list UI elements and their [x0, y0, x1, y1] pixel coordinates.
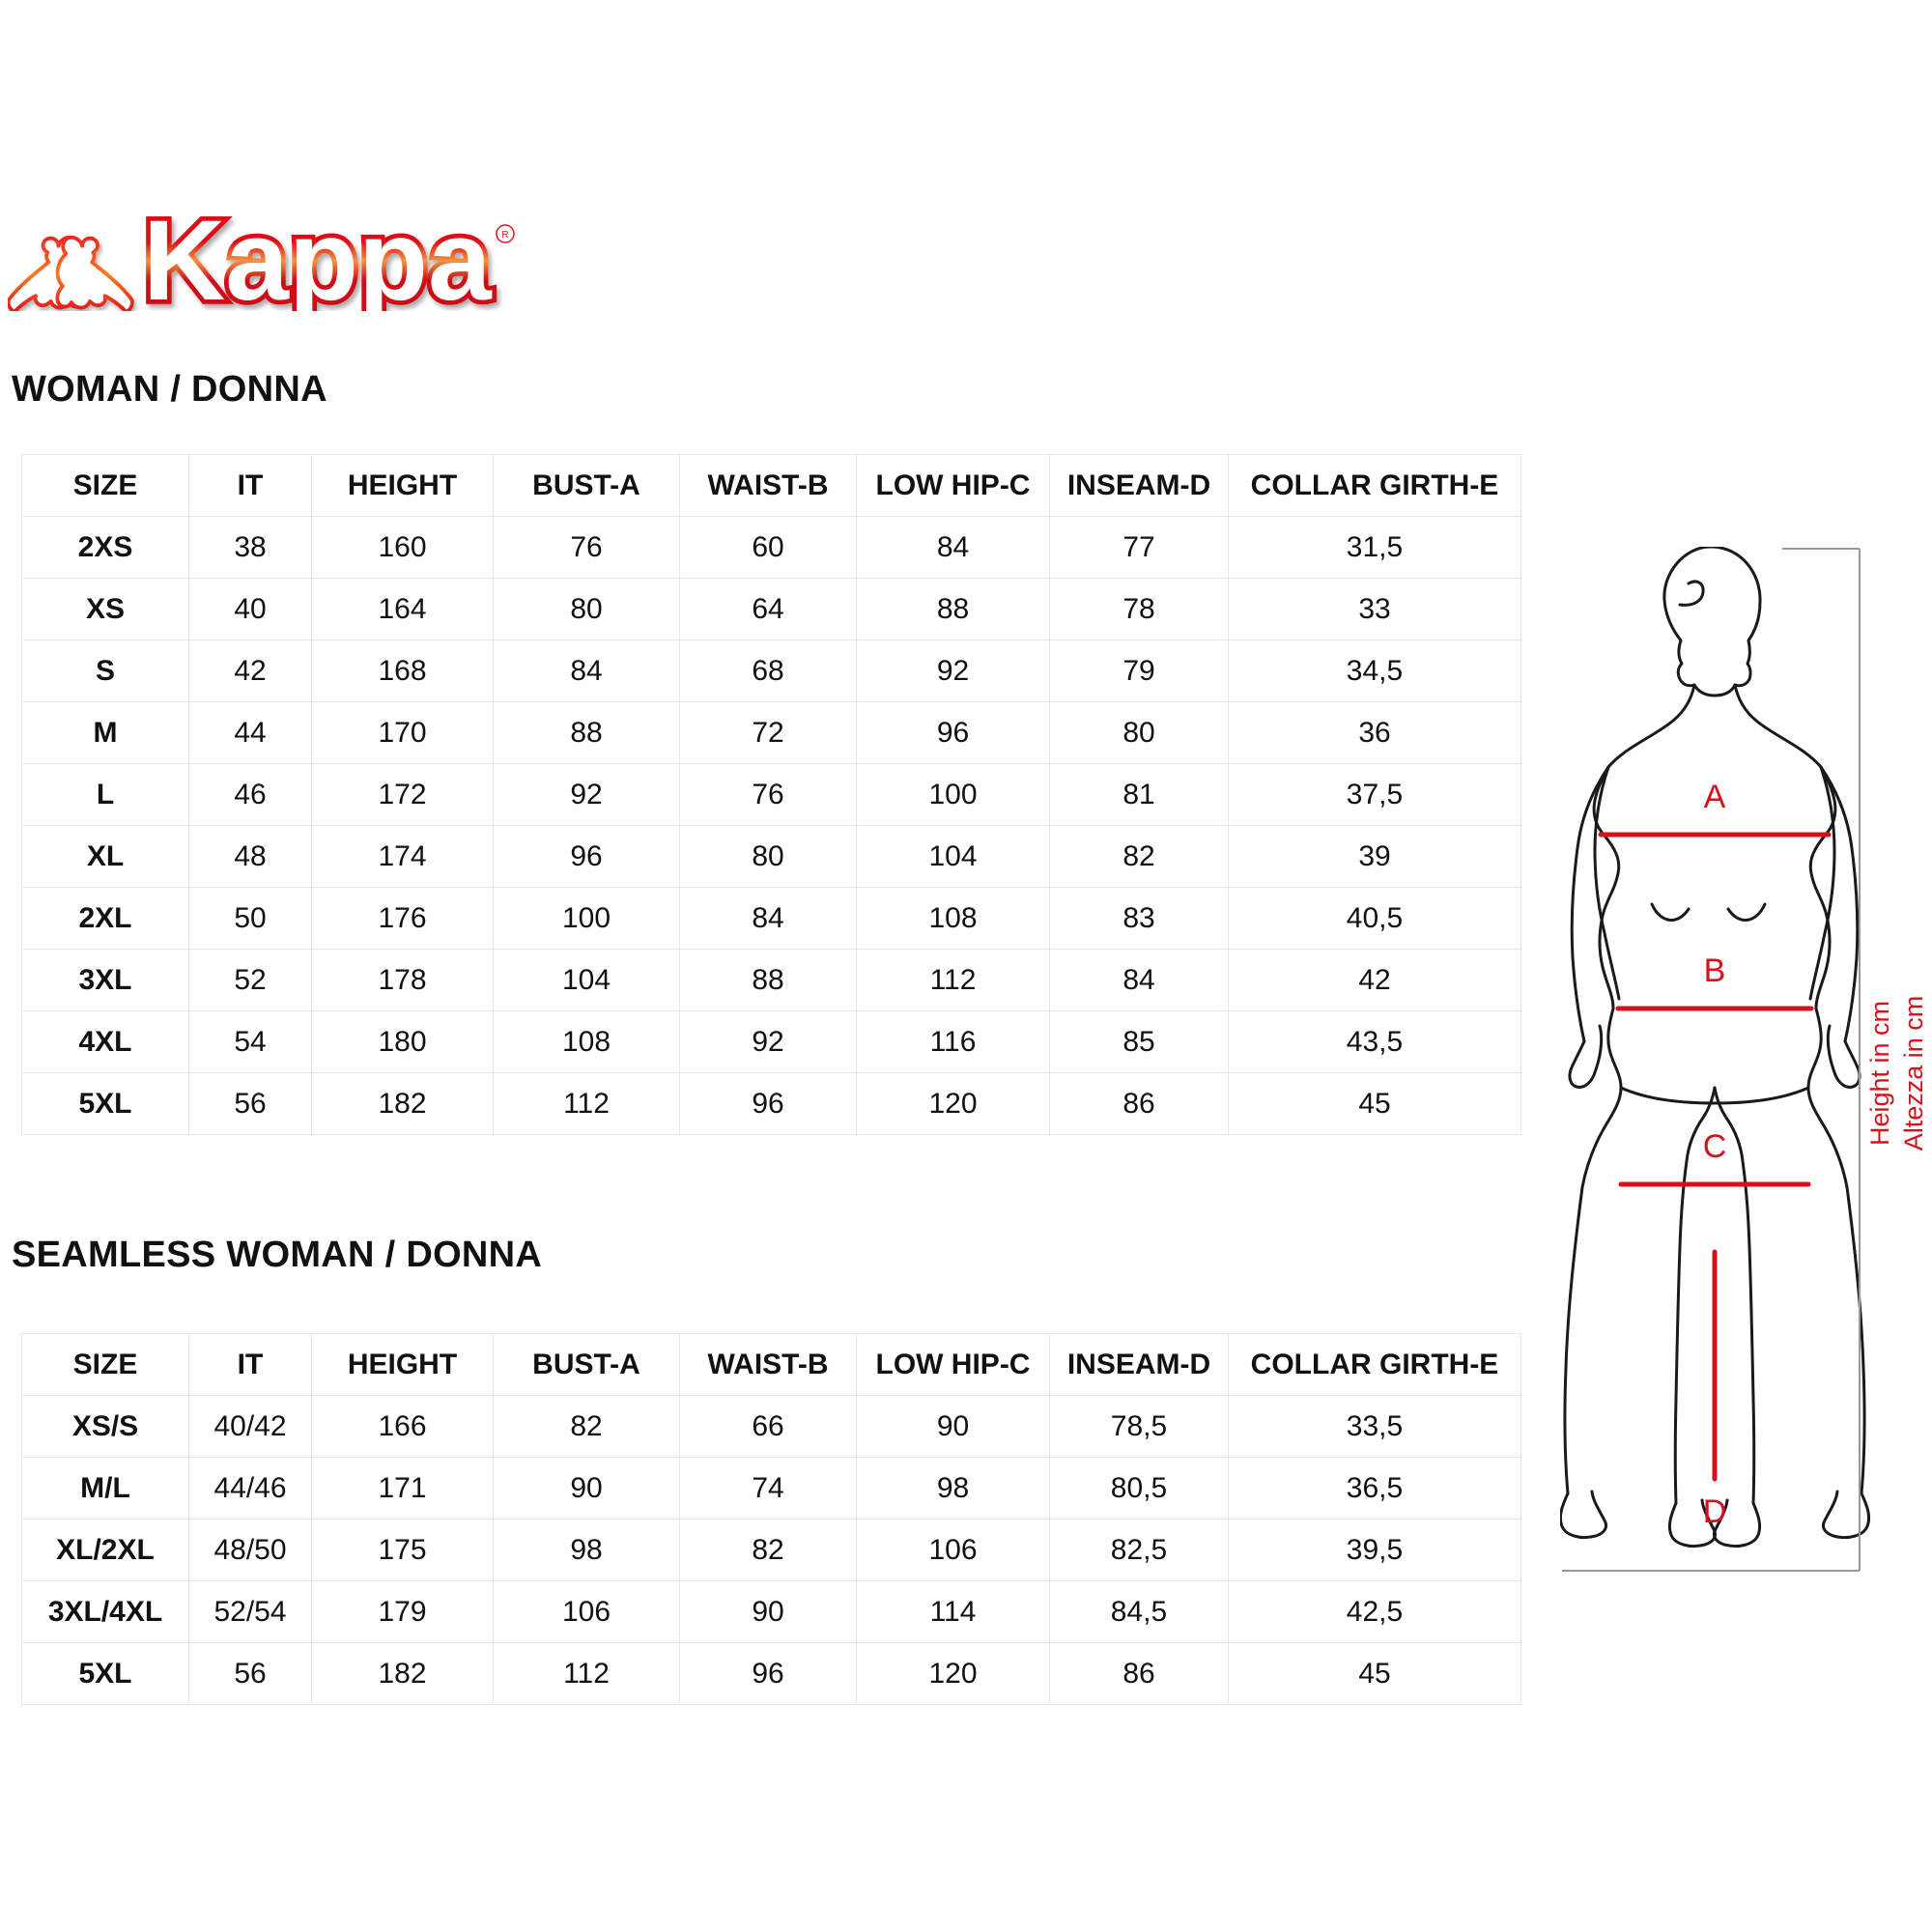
- svg-text:Height in cm: Height in cm: [1865, 1001, 1894, 1146]
- svg-text:Altezza in cm: Altezza in cm: [1899, 996, 1928, 1151]
- svg-text:A: A: [1704, 779, 1726, 815]
- svg-text:B: B: [1704, 952, 1726, 989]
- svg-text:R: R: [501, 230, 508, 241]
- svg-text:Kappa: Kappa: [143, 214, 493, 311]
- svg-text:D: D: [1703, 1493, 1727, 1530]
- svg-text:C: C: [1703, 1128, 1727, 1165]
